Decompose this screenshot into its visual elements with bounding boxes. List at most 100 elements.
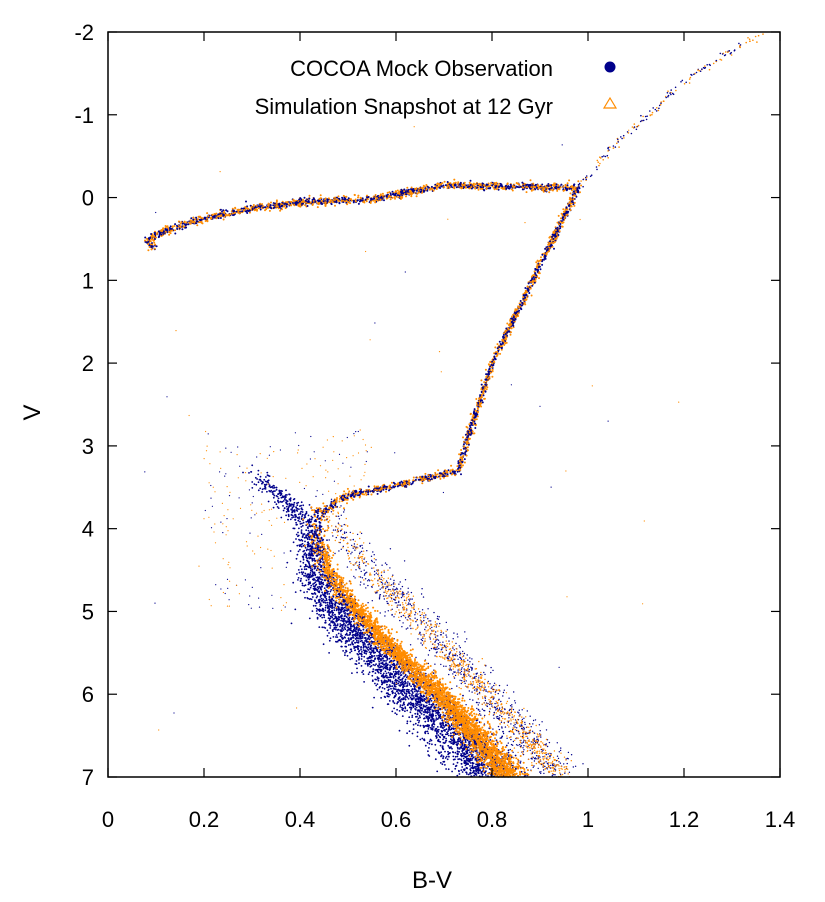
observation-point — [471, 754, 474, 756]
observation-point — [328, 619, 331, 622]
observation-point — [338, 518, 341, 520]
observation-point — [349, 531, 351, 534]
observation-point — [404, 617, 407, 619]
observation-point — [374, 645, 377, 648]
observation-point — [353, 575, 355, 578]
observation-point — [501, 735, 504, 738]
observation-point — [400, 689, 403, 692]
observation-point — [478, 702, 480, 704]
observation-point — [471, 667, 473, 669]
observation-point — [432, 718, 435, 721]
observation-point — [384, 583, 386, 585]
observation-point — [406, 704, 409, 706]
simulation-point — [308, 534, 311, 537]
observation-point — [264, 480, 267, 483]
observation-point — [394, 602, 396, 604]
observation-point — [359, 551, 361, 553]
observation-point — [402, 614, 404, 617]
observation-point — [356, 653, 359, 655]
simulation-point — [353, 622, 356, 625]
observation-point — [453, 654, 455, 656]
observation-point — [461, 680, 463, 682]
observation-point — [361, 577, 364, 579]
observation-point — [470, 759, 473, 761]
observation-point — [358, 553, 361, 555]
observation-point — [416, 719, 419, 721]
observation-point — [502, 730, 504, 733]
observation-point — [408, 691, 411, 693]
observation-point — [335, 634, 338, 636]
observation-point — [442, 755, 445, 758]
observation-point — [534, 752, 536, 754]
observation-point — [345, 650, 348, 653]
observation-point — [499, 714, 501, 717]
observation-point — [413, 687, 416, 690]
observation-point — [399, 682, 402, 684]
observation-point — [423, 713, 425, 716]
observation-point — [455, 642, 457, 645]
observation-point — [507, 742, 509, 744]
observation-point — [440, 663, 442, 666]
observation-point — [408, 744, 411, 747]
simulation-point — [346, 487, 349, 490]
observation-point — [513, 733, 515, 735]
observation-point — [324, 599, 326, 602]
observation-point — [337, 632, 340, 635]
observation-point — [366, 633, 369, 636]
observation-point — [282, 505, 284, 507]
observation-point — [414, 722, 417, 725]
observation-point — [296, 507, 299, 510]
observation-point — [302, 571, 305, 574]
observation-point — [297, 569, 300, 571]
observation-point — [533, 760, 536, 762]
observation-point — [423, 738, 425, 741]
observation-point — [292, 498, 295, 501]
observation-point — [432, 720, 435, 722]
observation-point — [342, 610, 345, 613]
observation-point — [373, 696, 375, 699]
observation-point — [339, 635, 342, 638]
observation-point — [380, 662, 382, 664]
observation-point — [427, 654, 430, 656]
observation-point — [463, 673, 465, 676]
observation-point — [434, 743, 437, 746]
observation-point — [517, 744, 519, 747]
observation-point — [523, 729, 525, 731]
observation-point — [288, 498, 291, 501]
observation-point — [417, 686, 420, 689]
observation-point — [378, 664, 381, 666]
observation-point — [299, 580, 302, 582]
observation-point — [337, 606, 340, 608]
observation-point — [497, 692, 499, 695]
observation-point — [476, 767, 479, 770]
observation-point — [319, 596, 322, 598]
observation-point — [421, 609, 424, 611]
observation-point — [471, 669, 473, 671]
observation-point — [299, 565, 302, 568]
observation-point — [367, 602, 369, 604]
observation-point — [402, 690, 404, 693]
observation-point — [332, 636, 335, 638]
observation-point — [311, 610, 314, 612]
observation-point — [377, 679, 380, 682]
observation-point — [300, 526, 303, 528]
observation-point — [351, 643, 354, 645]
observation-point — [331, 610, 333, 613]
simulation-point — [476, 415, 479, 418]
observation-point — [407, 587, 409, 589]
observation-point — [375, 572, 377, 574]
observation-point — [428, 649, 431, 652]
observation-point — [366, 550, 368, 552]
observation-point — [296, 523, 298, 526]
observation-point — [340, 548, 342, 550]
observation-point — [512, 708, 515, 711]
observation-point — [334, 529, 337, 531]
observation-point — [403, 675, 405, 678]
observation-point — [416, 713, 419, 716]
observation-point — [445, 739, 448, 742]
observation-point — [464, 753, 467, 756]
observation-point — [340, 619, 342, 622]
observation-point — [320, 587, 322, 589]
observation-point — [460, 668, 463, 670]
observation-point — [346, 640, 348, 643]
